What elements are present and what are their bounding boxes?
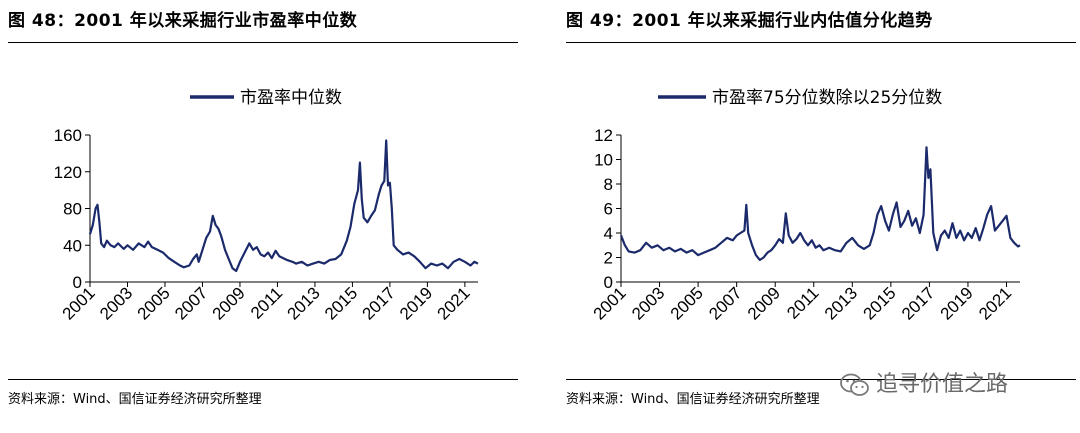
y-tick-label: 8 — [604, 175, 613, 194]
x-tick-label: 2001 — [590, 283, 630, 323]
title-rule — [566, 42, 1076, 43]
x-tick-label: 2009 — [209, 283, 249, 323]
x-tick-label: 2011 — [783, 283, 822, 322]
y-tick-label: 160 — [54, 126, 82, 145]
x-tick-label: 2021 — [434, 283, 474, 323]
y-tick-label: 0 — [73, 273, 82, 292]
x-tick-label: 2019 — [396, 283, 436, 323]
x-tick-label: 2019 — [937, 283, 977, 323]
x-tick-label: 2015 — [859, 283, 899, 323]
x-tick-label: 2011 — [247, 283, 286, 322]
pe-dispersion-chart: 市盈率75分位数除以25分位数 0 2 4 6 8 10 12 2001200320052007… — [590, 88, 1021, 324]
x-tick-label: 2017 — [359, 283, 399, 323]
x-tick-label: 2009 — [744, 283, 784, 323]
x-tick-label: 2003 — [628, 283, 668, 323]
wechat-watermark: 追寻价值之路 — [840, 366, 1008, 398]
y-tick-label: 12 — [594, 126, 613, 145]
series-line — [88, 139, 479, 273]
source-rule — [566, 379, 1076, 380]
x-tick-label: 2001 — [59, 283, 99, 323]
y-tick-label: 40 — [63, 236, 82, 255]
legend-label: 市盈率中位数 — [240, 88, 342, 108]
legend-label: 市盈率75分位数除以25分位数 — [712, 88, 942, 108]
chart-panel-pe-median: 图 48：2001 年以来采掘行业市盈率中位数 市盈率中位数 0 40 80 120 16… — [0, 0, 520, 433]
title-rule — [8, 42, 518, 43]
watermark-text: 追寻价值之路 — [876, 372, 1009, 397]
x-tick-label: 2003 — [96, 283, 136, 323]
x-tick-label: 2015 — [321, 283, 361, 323]
y-tick-label: 80 — [63, 200, 82, 219]
x-tick-label: 2021 — [975, 283, 1015, 323]
y-tick-label: 2 — [604, 249, 613, 268]
figure-title: 图 49：2001 年以来采掘行业内估值分化趋势 — [566, 11, 933, 31]
figure-title: 图 48：2001 年以来采掘行业市盈率中位数 — [8, 11, 358, 31]
y-tick-label: 120 — [54, 163, 82, 182]
x-tick-label: 2007 — [705, 283, 745, 323]
chart-panel-pe-dispersion: 图 49：2001 年以来采掘行业内估值分化趋势 市盈率75分位数除以25分位数… — [558, 0, 1078, 433]
x-tick-label: 2017 — [898, 283, 938, 323]
wechat-icon — [840, 373, 869, 396]
pe-median-chart: 市盈率中位数0408012016020012003200520072009201… — [54, 88, 479, 324]
source-note: 资料来源：Wind、国信证券经济研究所整理 — [8, 392, 262, 407]
x-tick-label: 2005 — [667, 283, 707, 323]
source-note: 资料来源：Wind、国信证券经济研究所整理 — [566, 392, 820, 407]
source-rule — [8, 379, 518, 380]
x-tick-label: 2013 — [284, 283, 324, 323]
y-tick-label: 6 — [604, 200, 613, 219]
x-tick-label: 2005 — [134, 283, 174, 323]
y-tick-label: 4 — [604, 224, 613, 243]
series-line — [619, 146, 1021, 261]
legend: 市盈率中位数 — [190, 88, 342, 108]
x-tick-label: 2007 — [171, 283, 211, 323]
x-tick-label: 2013 — [821, 283, 861, 323]
y-tick-label: 0 — [604, 273, 613, 292]
legend: 市盈率75分位数除以25分位数 — [658, 88, 942, 108]
y-tick-label: 10 — [594, 151, 613, 170]
